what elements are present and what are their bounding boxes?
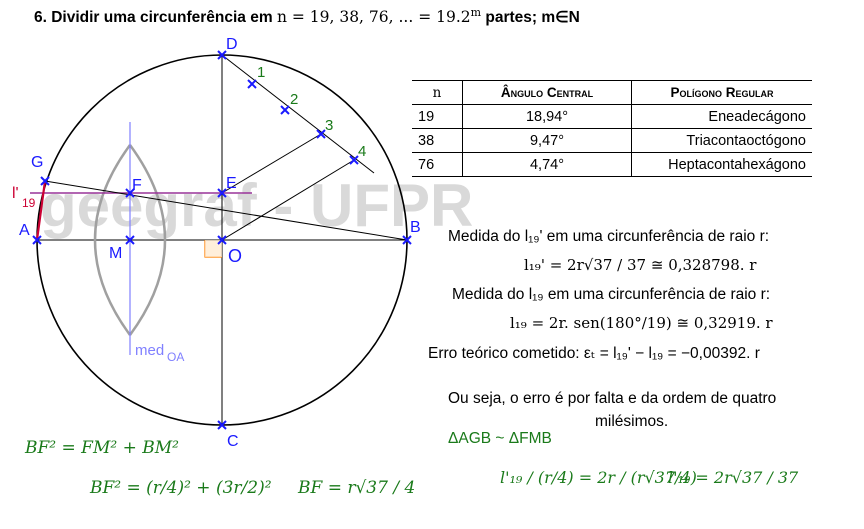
measure1-text: Medida do l₁₉' em uma circunferência de … <box>448 228 770 245</box>
point-b <box>402 235 412 245</box>
division-line <box>221 54 375 174</box>
equation-l19-result: l'₁₉ = 2r√37 / 37 <box>668 468 799 487</box>
label-d: D <box>226 36 238 53</box>
equation-bf-result: BF = r√37 / 4 <box>298 478 416 498</box>
right-angle-fill <box>205 240 222 257</box>
label-l19: l' <box>12 185 19 202</box>
measure2-text: Medida do l₁₉ em uma circunferência de r… <box>452 286 771 303</box>
equation-bf-squared: BF² = FM² + BM² <box>25 438 179 458</box>
error-text: Erro teórico cometido: εₜ = l₁₉' − l₁₉ =… <box>428 345 760 362</box>
label-e: E <box>226 175 237 192</box>
col-header-polygon: Polígono Regular <box>631 80 812 105</box>
label-g: G <box>31 154 43 171</box>
cell-polygon: Triacontaoctógono <box>631 128 812 153</box>
point-e <box>217 188 227 198</box>
parallel-4o <box>221 159 355 241</box>
equation-proportion: l'₁₉ / (r/4) = 2r / (r√37/4) <box>500 468 697 487</box>
table-row: 19 18,94° Eneadecágono <box>412 104 812 129</box>
label-b: B <box>410 219 421 236</box>
point-d <box>217 50 227 60</box>
cell-angle: 4,74° <box>462 152 632 177</box>
label-c: C <box>227 433 239 450</box>
label-m: M <box>109 245 122 262</box>
point-marks <box>32 50 412 430</box>
label-o: O <box>228 246 242 266</box>
cell-angle: 18,94° <box>462 104 632 129</box>
arc-left <box>93 144 132 336</box>
cell-angle: 9,47° <box>462 128 632 153</box>
point-2 <box>280 105 290 115</box>
point-a <box>32 235 42 245</box>
conclusion-line2: milésimos. <box>595 413 669 430</box>
cell-n: 19 <box>412 104 463 129</box>
cell-polygon: Heptacontahexágono <box>631 152 812 177</box>
label-1: 1 <box>257 64 265 81</box>
formula2-text: l₁₉ = 2r. sen(180°/19) ≅ 0,32919. r <box>510 314 773 332</box>
side-l19 <box>35 180 47 241</box>
cell-polygon: Eneadecágono <box>631 104 812 129</box>
similarity-text: ΔAGB ~ ΔFMB <box>448 430 552 447</box>
cell-n: 76 <box>412 152 463 177</box>
watermark: geegraf - UFPR <box>40 172 473 239</box>
label-med: med <box>135 342 164 359</box>
table-row: 76 4,74° Heptacontahexágono <box>412 152 812 177</box>
info-table: n Ângulo Central Polígono Regular 19 18,… <box>412 80 812 177</box>
point-o <box>217 235 227 245</box>
point-g <box>40 176 50 186</box>
table-header-row: n Ângulo Central Polígono Regular <box>412 80 812 105</box>
point-3 <box>316 129 326 139</box>
point-c <box>217 420 227 430</box>
equation-bf-expanded: BF² = (r/4)² + (3r/2)² <box>90 478 272 498</box>
col-header-angle: Ângulo Central <box>462 80 632 105</box>
line-bg <box>44 180 408 241</box>
formula1-text: l₁₉' = 2r√37 / 37 ≅ 0,328798. r <box>524 256 757 274</box>
point-f <box>125 188 135 198</box>
arc-right <box>128 144 167 336</box>
label-a: A <box>19 222 30 239</box>
point-m <box>125 235 135 245</box>
label-l19-sub: 19 <box>22 196 36 210</box>
label-med-sub: OA <box>167 350 184 364</box>
point-4 <box>349 155 359 165</box>
label-4: 4 <box>358 143 366 160</box>
label-f: F <box>132 177 142 194</box>
parallel-3e <box>221 133 322 194</box>
page-title: 6. Dividir uma circunferência em n = 19,… <box>34 6 580 27</box>
table-row: 38 9,47° Triacontaoctógono <box>412 128 812 153</box>
col-header-n: n <box>412 80 463 105</box>
conclusion-line1: Ou seja, o erro é por falta e da ordem d… <box>448 390 777 407</box>
point-1 <box>247 79 257 89</box>
cell-n: 38 <box>412 128 463 153</box>
label-2: 2 <box>290 91 298 108</box>
label-3: 3 <box>325 117 333 134</box>
